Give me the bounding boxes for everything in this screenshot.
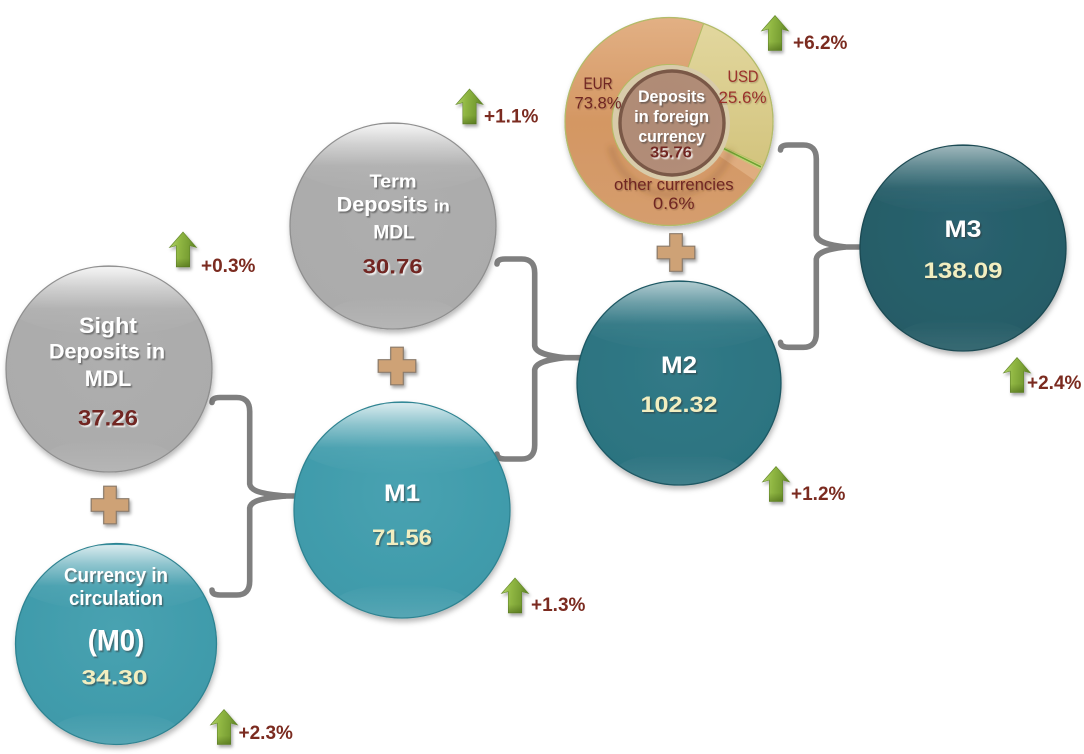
svg-text:+2.4%: +2.4%: [1027, 373, 1082, 394]
svg-text:circulation: circulation: [69, 588, 163, 610]
svg-text:M3: M3: [945, 216, 982, 243]
svg-text:MDL: MDL: [373, 223, 415, 244]
svg-text:73.8%: 73.8%: [575, 94, 622, 113]
svg-text:Sight: Sight: [79, 313, 138, 338]
svg-text:Deposits: Deposits: [638, 87, 705, 106]
svg-text:in foreign: in foreign: [634, 107, 709, 126]
svg-text:+2.3%: +2.3%: [239, 723, 294, 744]
svg-text:M2: M2: [661, 352, 697, 379]
svg-text:37.26: 37.26: [78, 406, 138, 431]
svg-text:0.6%: 0.6%: [653, 194, 695, 213]
svg-text:34.30: 34.30: [82, 667, 148, 690]
svg-text:25.6%: 25.6%: [719, 88, 767, 107]
svg-text:30.76: 30.76: [363, 256, 423, 279]
svg-text:138.09: 138.09: [924, 258, 1003, 283]
svg-text:+1.3%: +1.3%: [531, 595, 586, 616]
svg-text:EUR: EUR: [584, 74, 613, 93]
svg-text:+6.2%: +6.2%: [793, 33, 848, 54]
svg-text:currency: currency: [638, 127, 705, 146]
svg-text:35.76: 35.76: [650, 145, 692, 162]
svg-text:71.56: 71.56: [372, 525, 432, 550]
svg-text:Deposits in: Deposits in: [49, 340, 165, 364]
svg-text:USD: USD: [728, 67, 759, 86]
svg-text:other currencies: other currencies: [614, 175, 734, 194]
svg-text:102.32: 102.32: [641, 392, 718, 417]
svg-text:Term: Term: [370, 171, 417, 192]
svg-text:Currency in: Currency in: [64, 565, 168, 587]
svg-text:(M0): (M0): [88, 625, 145, 658]
svg-text:+1.1%: +1.1%: [484, 107, 539, 128]
svg-text:M1: M1: [384, 480, 420, 507]
svg-text:+1.2%: +1.2%: [791, 484, 846, 505]
svg-text:MDL: MDL: [85, 366, 132, 391]
svg-text:+0.3%: +0.3%: [201, 256, 256, 277]
